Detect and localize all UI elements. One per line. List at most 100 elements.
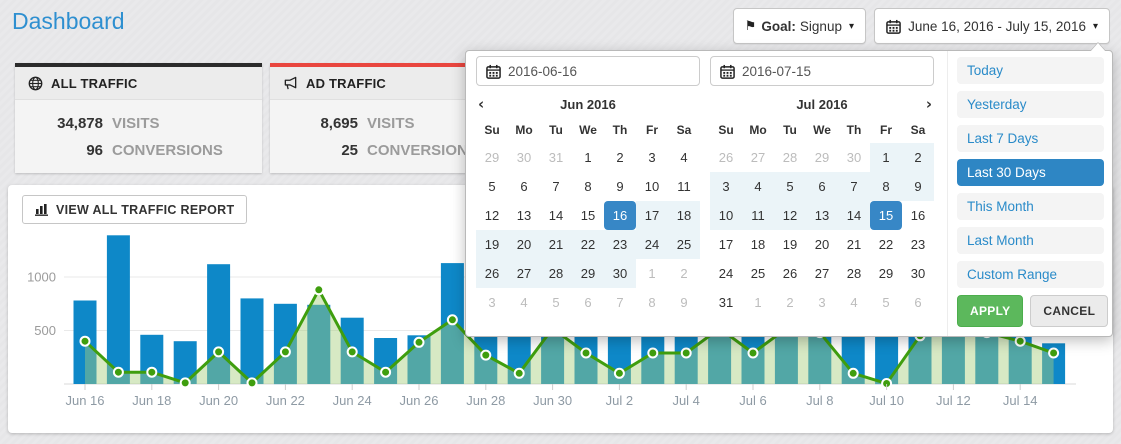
calendar-day[interactable]: 6 xyxy=(520,179,528,194)
calendar-day[interactable]: 6 xyxy=(584,295,592,310)
range-option-last-month[interactable]: Last Month xyxy=(957,227,1104,254)
calendar-day[interactable]: 8 xyxy=(870,172,902,201)
calendar-day[interactable]: 14 xyxy=(838,201,870,230)
calendar-day[interactable]: 4 xyxy=(520,295,528,310)
calendar-day[interactable]: 28 xyxy=(846,266,862,281)
calendar-day[interactable]: 10 xyxy=(644,179,660,194)
calendar-day[interactable]: 23 xyxy=(910,237,926,252)
calendar-day[interactable]: 14 xyxy=(548,208,564,223)
start-date-input[interactable]: 2016-06-16 xyxy=(476,56,700,86)
calendar-day[interactable]: 30 xyxy=(604,259,636,288)
calendar-day[interactable]: 20 xyxy=(508,230,540,259)
calendar-day[interactable]: 18 xyxy=(668,201,700,230)
calendar-day[interactable]: 12 xyxy=(774,201,806,230)
calendar-day[interactable]: 23 xyxy=(604,230,636,259)
calendar-day[interactable]: 29 xyxy=(878,266,894,281)
calendar-day[interactable]: 29 xyxy=(572,259,604,288)
calendar-day[interactable]: 30 xyxy=(910,266,926,281)
calendar-day[interactable]: 7 xyxy=(552,179,560,194)
calendar-day[interactable]: 26 xyxy=(718,150,734,165)
calendar-day[interactable]: 3 xyxy=(710,172,742,201)
calendar-day[interactable]: 29 xyxy=(484,150,500,165)
calendar-day[interactable]: 8 xyxy=(584,179,592,194)
calendar-day[interactable]: 2 xyxy=(902,143,934,172)
calendar-day[interactable]: 27 xyxy=(508,259,540,288)
calendar-day[interactable]: 12 xyxy=(484,208,500,223)
calendar-day[interactable]: 16 xyxy=(604,201,636,230)
calendar-day[interactable]: 30 xyxy=(516,150,532,165)
range-option-last-30-days[interactable]: Last 30 Days xyxy=(957,159,1104,186)
calendar-day[interactable]: 15 xyxy=(870,201,902,230)
calendar-day[interactable]: 1 xyxy=(870,143,902,172)
calendar-day[interactable]: 1 xyxy=(584,150,592,165)
calendar-day[interactable]: 4 xyxy=(742,172,774,201)
calendar-day[interactable]: 2 xyxy=(616,150,624,165)
range-option-custom-range[interactable]: Custom Range xyxy=(957,261,1104,288)
calendar-day[interactable]: 19 xyxy=(782,237,798,252)
calendar-day[interactable]: 20 xyxy=(814,237,830,252)
calendar-day[interactable]: 3 xyxy=(488,295,496,310)
calendar-day[interactable]: 3 xyxy=(648,150,656,165)
calendar-day[interactable]: 6 xyxy=(914,295,922,310)
calendar-day[interactable]: 5 xyxy=(488,179,496,194)
daterange-dropdown-button[interactable]: June 16, 2016 - July 15, 2016 ▾ xyxy=(874,8,1110,44)
calendar-day[interactable]: 11 xyxy=(677,179,691,194)
range-option-today[interactable]: Today xyxy=(957,57,1104,84)
calendar-day[interactable]: 31 xyxy=(718,295,734,310)
range-option-yesterday[interactable]: Yesterday xyxy=(957,91,1104,118)
calendar-day[interactable]: 28 xyxy=(540,259,572,288)
calendar-day[interactable]: 2 xyxy=(680,266,688,281)
calendar-day[interactable]: 4 xyxy=(680,150,688,165)
calendar-day[interactable]: 26 xyxy=(476,259,508,288)
calendar-day[interactable]: 2 xyxy=(786,295,794,310)
calendar-day[interactable]: 26 xyxy=(782,266,798,281)
calendar-day[interactable]: 17 xyxy=(718,237,734,252)
calendar-day[interactable]: 5 xyxy=(552,295,560,310)
next-month-button[interactable]: › xyxy=(925,95,932,113)
calendar-day[interactable]: 13 xyxy=(516,208,532,223)
calendar-day[interactable]: 4 xyxy=(850,295,858,310)
calendar-day[interactable]: 29 xyxy=(814,150,830,165)
calendar-day[interactable]: 21 xyxy=(540,230,572,259)
calendar-day[interactable]: 31 xyxy=(548,150,564,165)
calendar-day[interactable]: 19 xyxy=(476,230,508,259)
calendar-day[interactable]: 28 xyxy=(782,150,798,165)
calendar-day[interactable]: 17 xyxy=(636,201,668,230)
range-option-last-7-days[interactable]: Last 7 Days xyxy=(957,125,1104,152)
calendar-day[interactable]: 7 xyxy=(838,172,870,201)
calendar-day[interactable]: 5 xyxy=(882,295,890,310)
calendar-day[interactable]: 9 xyxy=(616,179,624,194)
calendar-day[interactable]: 30 xyxy=(846,150,862,165)
calendar-day[interactable]: 24 xyxy=(718,266,734,281)
calendar-day[interactable]: 11 xyxy=(742,201,774,230)
calendar-day[interactable]: 6 xyxy=(806,172,838,201)
calendar-day[interactable]: 3 xyxy=(818,295,826,310)
calendar-day[interactable]: 1 xyxy=(648,266,656,281)
end-date-input[interactable]: 2016-07-15 xyxy=(710,56,934,86)
view-all-traffic-report-button[interactable]: VIEW ALL TRAFFIC REPORT xyxy=(22,195,248,224)
goal-dropdown-button[interactable]: ⚑ Goal: Signup ▾ xyxy=(732,8,866,44)
apply-button[interactable]: APPLY xyxy=(957,295,1024,327)
range-option-this-month[interactable]: This Month xyxy=(957,193,1104,220)
calendar-day[interactable]: 16 xyxy=(910,208,926,223)
calendar-day[interactable]: 7 xyxy=(616,295,624,310)
calendar-day[interactable]: 21 xyxy=(846,237,862,252)
cancel-button[interactable]: CANCEL xyxy=(1030,295,1109,327)
calendar-day[interactable]: 15 xyxy=(580,208,596,223)
calendar-day[interactable]: 5 xyxy=(774,172,806,201)
calendar-day[interactable]: 9 xyxy=(902,172,934,201)
calendar-day[interactable]: 24 xyxy=(636,230,668,259)
calendar-day[interactable]: 27 xyxy=(750,150,766,165)
calendar-day[interactable]: 25 xyxy=(668,230,700,259)
calendar-day[interactable]: 18 xyxy=(750,237,766,252)
calendar-day[interactable]: 10 xyxy=(710,201,742,230)
calendar-day[interactable]: 8 xyxy=(648,295,656,310)
previous-month-button[interactable]: ‹ xyxy=(478,95,485,113)
calendar-day[interactable]: 13 xyxy=(806,201,838,230)
calendar-day[interactable]: 27 xyxy=(814,266,830,281)
calendar-day[interactable]: 22 xyxy=(878,237,894,252)
calendar-day[interactable]: 1 xyxy=(754,295,762,310)
calendar-day[interactable]: 9 xyxy=(680,295,688,310)
calendar-day[interactable]: 22 xyxy=(572,230,604,259)
calendar-day[interactable]: 25 xyxy=(750,266,766,281)
